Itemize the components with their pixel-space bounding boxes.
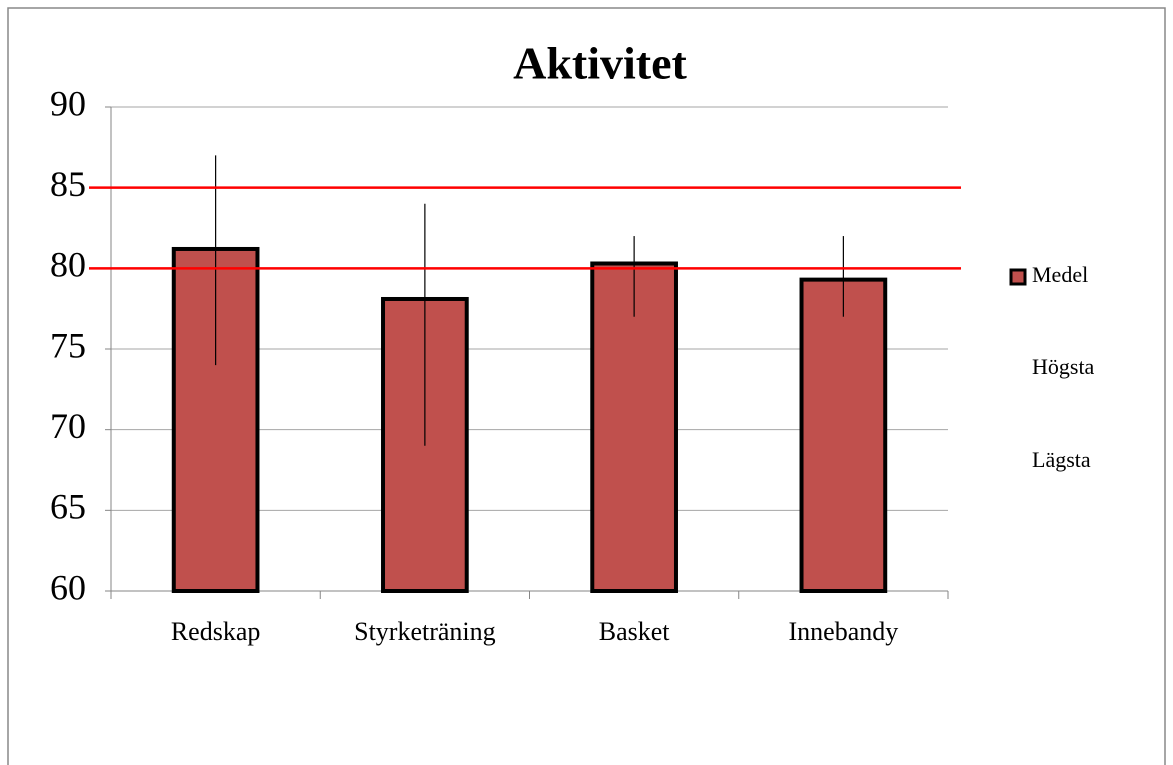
y-tick-label: 75 [50,325,86,365]
y-tick-label: 70 [50,406,86,446]
chart-title: Aktivitet [513,38,687,89]
bar [799,277,888,593]
legend-label: Lägsta [1032,447,1091,472]
x-tick-label: Redskap [171,617,261,646]
bar [590,261,678,593]
x-tick-label: Basket [599,617,671,646]
legend-label: Högsta [1032,354,1095,379]
legend-swatch [1009,268,1027,286]
x-tick-label: Innebandy [789,617,899,646]
y-tick-label: 60 [50,567,86,607]
x-tick-label: Styrketräning [354,617,496,646]
y-tick-label: 85 [50,164,86,204]
y-tick-label: 80 [50,245,86,285]
y-tick-label: 65 [50,487,86,527]
y-tick-label: 90 [50,83,86,123]
legend-label: Medel [1032,262,1088,287]
